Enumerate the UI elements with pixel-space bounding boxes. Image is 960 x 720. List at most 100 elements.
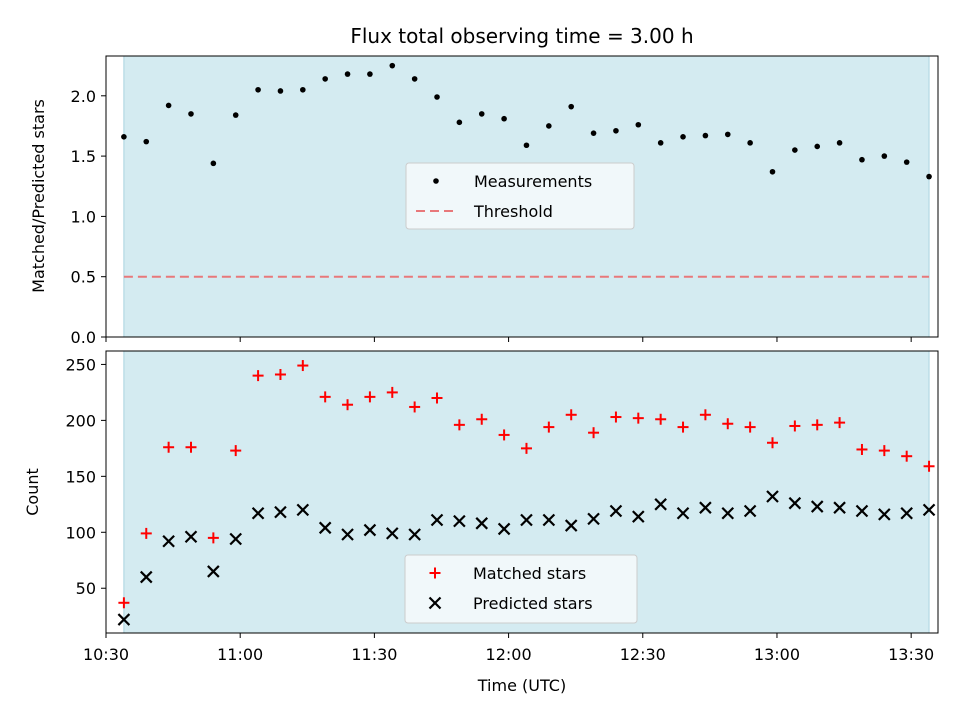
predicted-point-4 [207,565,220,578]
measurement-point-29 [769,168,776,175]
legend-matched-label: Matched stars [473,564,586,583]
predicted-point-8 [296,503,310,517]
predicted-point-9 [318,521,332,535]
measurement-point-5 [232,112,239,118]
predicted-point-14 [430,513,444,527]
measurement-point-9 [322,76,328,82]
matched-point-7 [274,369,286,380]
predicted-point-3 [184,530,198,544]
predicted-point-11 [363,523,377,537]
x-tick-label-6: 13:30 [888,645,934,664]
predicted-point-16 [475,517,489,530]
legend-predicted-cross [428,596,442,610]
predicted-point-0 [117,613,131,626]
matched-point-33 [856,443,868,455]
legend-predicted-label: Predicted stars [473,594,593,613]
predicted-point-23 [632,510,645,523]
legend-measurements-label: Measurements [474,172,592,191]
matched-point-14 [431,392,443,404]
predicted-point-13 [408,528,421,541]
measurement-point-10 [344,71,351,77]
matched-point-9 [319,391,331,403]
matched-point-12 [386,386,398,398]
legend-matched-marker [429,567,441,579]
matched-point-2 [163,441,175,453]
measurement-point-7 [277,88,284,94]
matched-point-1 [140,527,152,539]
predicted-point-24 [654,498,667,511]
measurement-point-36 [926,173,932,180]
matched-point-4 [207,532,219,544]
measurement-point-19 [546,123,552,129]
predicted-point-28 [743,504,757,518]
predicted-point-29 [766,490,779,503]
x-axis-label: Time (UTC) [477,676,566,695]
measurement-point-17 [501,115,507,122]
measurement-point-13 [411,76,418,82]
measurement-point-3 [188,111,194,117]
predicted-point-22 [609,504,623,518]
predicted-point-6 [251,506,265,520]
bottom-y-tick-label-1: 100 [65,523,96,542]
x-tick-label-1: 11:00 [217,645,263,664]
bottom-y-tick-label-4: 250 [65,355,96,374]
bottom-plot-frame [105,350,939,634]
measurement-point-28 [747,140,753,146]
bottom-legend: Matched stars Predicted stars [404,554,638,624]
matched-point-34 [878,445,890,457]
matched-point-23 [632,412,644,424]
top-legend: Measurements Threshold [405,162,635,230]
legend-matched-plus [429,567,441,579]
top-y-tick-label-2: 1.0 [71,207,96,226]
predicted-point-30 [788,496,802,510]
x-tick-label-5: 13:00 [754,645,800,664]
matched-point-28 [744,421,756,433]
x-tick-label-0: 10:30 [83,645,129,664]
matched-point-26 [699,409,711,421]
top-y-axis-label: Matched/Predicted stars [29,99,48,293]
matched-point-18 [520,442,532,454]
measurement-point-16 [478,111,485,117]
chart-title: Flux total observing time = 3.00 h [350,24,693,48]
matched-point-20 [565,409,577,421]
measurement-point-30 [792,147,798,153]
predicted-point-34 [878,508,891,521]
measurement-point-24 [657,140,664,146]
predicted-point-25 [676,506,690,520]
predicted-point-7 [274,505,287,519]
matched-point-35 [901,450,913,462]
matched-point-16 [476,413,488,425]
measurement-point-0 [121,134,127,140]
predicted-point-27 [721,506,735,520]
measurement-point-35 [903,159,910,165]
matched-point-22 [610,411,622,423]
measurement-point-31 [814,143,821,150]
measurement-point-12 [389,62,396,69]
bottom-y-tick-label-3: 200 [65,411,96,430]
matched-point-29 [766,437,778,449]
measurement-point-34 [881,153,888,159]
measurement-point-26 [702,132,709,139]
measurement-point-23 [635,121,642,128]
matched-point-19 [543,421,555,433]
measurement-point-27 [724,131,731,138]
top-plot-frame [105,55,939,338]
measurement-point-32 [836,140,843,146]
predicted-point-35 [900,506,913,520]
measurement-point-4 [210,160,217,167]
measurement-point-15 [456,119,463,126]
predicted-point-15 [453,514,466,528]
bottom-y-axis-label: Count [23,468,42,516]
bottom-panel: 50 100 150 200 250 10:30 11:00 11:30 12:00 12:30… [23,350,939,695]
matched-point-0 [118,597,130,609]
predicted-point-20 [564,519,578,532]
matched-point-8 [297,360,309,372]
x-tick-label-3: 12:00 [486,645,532,664]
measurement-point-6 [255,86,261,93]
predicted-point-33 [855,504,869,518]
matched-point-3 [185,441,197,453]
predicted-point-32 [833,501,846,514]
predicted-point-26 [699,501,712,514]
top-panel: 0.00.51.01.52.0 Matched/Predicted stars … [29,55,939,347]
